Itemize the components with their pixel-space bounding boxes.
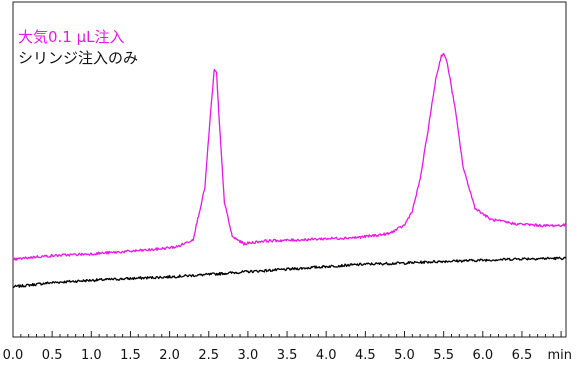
x-tick-label: 0.5 <box>42 348 63 363</box>
x-axis-label: min <box>547 348 572 363</box>
x-tick-label: 6.0 <box>472 348 493 363</box>
x-tick-label: 1.5 <box>120 348 141 363</box>
series-line-syringe-only <box>12 256 567 288</box>
x-tick-label: 4.5 <box>355 348 376 363</box>
x-tick-label: 2.5 <box>198 348 219 363</box>
series-line-air-injection <box>12 52 567 261</box>
x-tick-label: 4.0 <box>316 348 337 363</box>
x-tick-label: 2.0 <box>159 348 180 363</box>
x-axis-ticks <box>12 331 562 337</box>
x-tick-label: 1.0 <box>81 348 102 363</box>
x-tick-label: 5.0 <box>394 348 415 363</box>
series-layer <box>12 52 567 288</box>
x-tick-label: 0.0 <box>3 348 24 363</box>
plot-frame <box>12 1 567 338</box>
x-tick-label: 3.5 <box>277 348 298 363</box>
x-tick-label: 5.5 <box>433 348 454 363</box>
x-tick-label: 3.0 <box>238 348 259 363</box>
legend-item-air-injection: 大気0.1 μL注入 <box>18 28 125 46</box>
legend-item-syringe-only: シリンジ注入のみ <box>18 49 138 67</box>
x-tick-label: 6.5 <box>512 348 533 363</box>
x-axis-tick-labels: 0.0 0.5 1.0 1.5 2.0 2.5 3.0 3.5 4.0 4.5 5.0 5.5 6.0 6… <box>3 348 533 363</box>
